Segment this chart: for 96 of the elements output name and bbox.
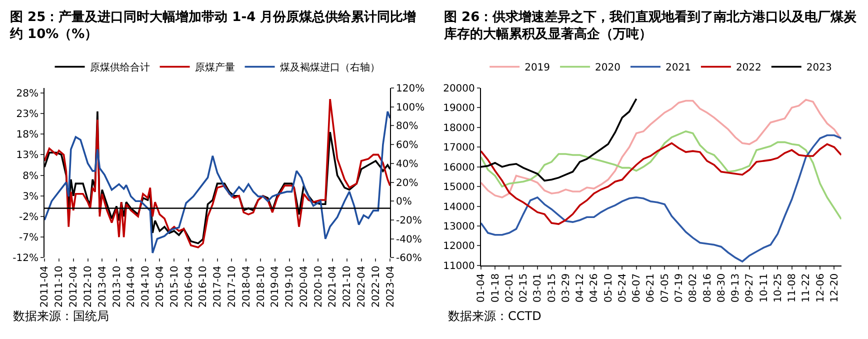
y2-tick-label: -20% <box>396 215 422 226</box>
legend-label: 2019 <box>524 62 550 74</box>
legend-label: 煤及褐煤进口（右轴） <box>280 62 380 74</box>
x-tick-label: 2022-10 <box>370 266 382 308</box>
y-tick-label: 3% <box>22 191 38 202</box>
line-series <box>480 134 842 262</box>
x-tick-label: 10-11 <box>758 273 770 303</box>
x-tick-label: 08-02 <box>688 273 700 303</box>
legend-label: 2021 <box>665 62 691 74</box>
y2-tick-label: 40% <box>396 158 418 170</box>
x-tick-label: 06-21 <box>646 273 657 303</box>
legend-label: 2023 <box>806 62 832 74</box>
x-tick-label: 2016-10 <box>198 266 210 308</box>
x-tick-label: 2019-10 <box>284 266 296 308</box>
x-tick-label: 07-19 <box>674 273 685 303</box>
x-tick-label: 01-18 <box>490 273 502 303</box>
line-series <box>480 130 842 220</box>
y-tick-label: 20000 <box>443 83 475 94</box>
x-tick-label: 02-15 <box>518 273 530 303</box>
y-tick-label: 18000 <box>443 122 475 134</box>
x-tick-label: 03-01 <box>532 273 544 303</box>
x-tick-label: 2017-04 <box>212 266 224 308</box>
x-tick-label: 2021-10 <box>342 266 354 308</box>
y2-tick-label: 80% <box>396 121 418 132</box>
x-tick-label: 08-30 <box>716 273 728 303</box>
x-tick-label: 2011-10 <box>54 266 66 308</box>
source-note: 数据来源：国统局 <box>13 309 109 323</box>
x-tick-label: 2017-10 <box>226 266 238 308</box>
x-tick-label: 03-29 <box>560 273 572 303</box>
x-tick-label: 2023-04 <box>385 266 396 308</box>
y-tick-label: 17000 <box>443 142 475 154</box>
x-tick-label: 2018-10 <box>256 266 267 308</box>
x-tick-label: 07-05 <box>660 273 671 303</box>
x-tick-label: 05-10 <box>603 273 614 303</box>
x-tick-label: 2015-10 <box>169 266 180 308</box>
y-tick-label: 15000 <box>443 182 475 194</box>
y2-tick-label: 120% <box>396 83 425 94</box>
x-tick-label: 2020-04 <box>298 266 310 308</box>
y-tick-label: 13% <box>16 150 38 162</box>
y-tick-label: 16000 <box>443 162 475 174</box>
x-tick-label: 2013-10 <box>112 266 123 308</box>
x-tick-label: 11-08 <box>787 273 798 303</box>
x-tick-label: 2014-10 <box>140 266 152 308</box>
y2-tick-label: 100% <box>396 102 425 114</box>
x-tick-label: 2020-10 <box>313 266 324 308</box>
y-tick-label: 13000 <box>443 222 475 233</box>
y-tick-label: 18% <box>16 130 38 141</box>
y2-tick-label: -40% <box>396 234 422 246</box>
x-tick-label: 12-06 <box>815 273 826 303</box>
line-series <box>480 142 842 225</box>
x-tick-label: 2012-10 <box>83 266 94 308</box>
chart-title: 图 25：产量及进口同时大幅增加带动 1-4 月份原煤总供给累计同比增约 10%（%） <box>9 9 416 42</box>
x-tick-label: 2022-04 <box>356 266 368 308</box>
x-tick-label: 08-16 <box>702 273 714 303</box>
y2-tick-label: 20% <box>396 178 418 189</box>
y-tick-label: 28% <box>16 88 38 100</box>
x-tick-label: 06-07 <box>632 273 643 303</box>
chart-title: 图 26：供求增速差异之下，我们直观地看到了南北方港口以及电厂煤炭库存的大幅累积及显著高企（万吨） <box>443 9 858 42</box>
x-tick-label: 2014-04 <box>126 266 138 308</box>
y-tick-label: 14000 <box>443 202 475 213</box>
x-tick-label: 12-20 <box>829 273 840 303</box>
legend-label: 2020 <box>595 62 620 74</box>
y-tick-label: -7% <box>19 232 38 244</box>
x-tick-label: 11-22 <box>801 273 812 303</box>
x-tick-label: 2016-04 <box>184 266 195 308</box>
y-tick-label: 23% <box>16 109 38 120</box>
y-tick-label: 12000 <box>443 241 475 252</box>
x-tick-label: 2011-04 <box>40 266 51 308</box>
x-tick-label: 02-01 <box>504 273 516 303</box>
x-tick-label: 2015-04 <box>154 266 166 308</box>
y-tick-label: -2% <box>19 212 38 224</box>
line-series <box>480 98 842 198</box>
x-tick-label: 03-15 <box>546 273 558 303</box>
source-note: 数据来源：CCTD <box>448 309 542 323</box>
legend-label: 原煤产量 <box>194 62 235 74</box>
x-tick-label: 09-13 <box>730 273 742 303</box>
x-tick-label: 01-04 <box>476 273 488 303</box>
y2-tick-label: 0% <box>396 196 412 208</box>
y-tick-label: -12% <box>12 253 38 264</box>
x-tick-label: 2019-04 <box>270 266 282 308</box>
legend-label: 2022 <box>736 62 762 74</box>
legend-label: 原煤供给合计 <box>90 62 150 74</box>
y2-tick-label: 60% <box>396 140 418 152</box>
x-tick-label: 10-25 <box>772 273 784 303</box>
x-tick-label: 2018-04 <box>241 266 252 308</box>
y-tick-label: 11000 <box>443 260 475 272</box>
x-tick-label: 04-26 <box>589 273 600 303</box>
y-tick-label: 8% <box>22 170 38 182</box>
x-tick-label: 04-12 <box>575 273 586 303</box>
x-tick-label: 05-24 <box>617 273 628 303</box>
x-tick-label: 09-27 <box>744 273 756 303</box>
y-tick-label: 19000 <box>443 103 475 114</box>
x-tick-label: 2021-04 <box>328 266 339 308</box>
y2-tick-label: -60% <box>396 253 422 264</box>
x-tick-label: 2013-04 <box>97 266 108 308</box>
x-tick-label: 2012-04 <box>68 266 80 308</box>
